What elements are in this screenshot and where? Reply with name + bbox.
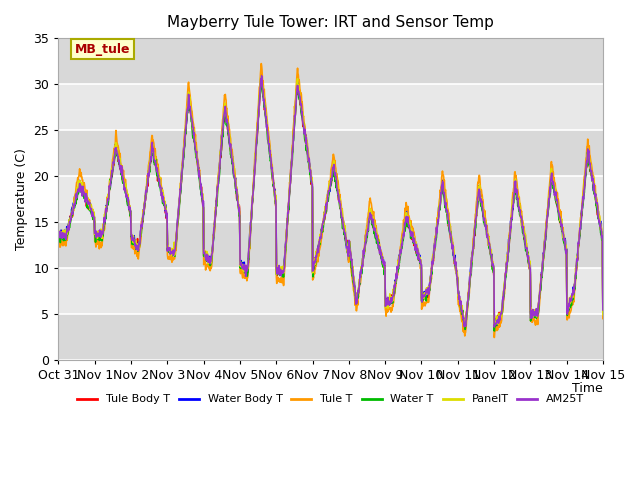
Bar	[58, 84, 603, 130]
Text: Time: Time	[572, 382, 603, 395]
Title: Mayberry Tule Tower: IRT and Sensor Temp: Mayberry Tule Tower: IRT and Sensor Temp	[167, 15, 494, 30]
Legend: Tule Body T, Water Body T, Tule T, Water T, PanelT, AM25T: Tule Body T, Water Body T, Tule T, Water…	[72, 390, 589, 409]
Bar	[58, 222, 603, 268]
Bar	[58, 268, 603, 314]
Text: MB_tule: MB_tule	[75, 43, 131, 56]
Bar	[58, 130, 603, 176]
Bar	[58, 176, 603, 222]
Bar	[58, 38, 603, 84]
Bar	[58, 314, 603, 360]
Y-axis label: Temperature (C): Temperature (C)	[15, 148, 28, 250]
